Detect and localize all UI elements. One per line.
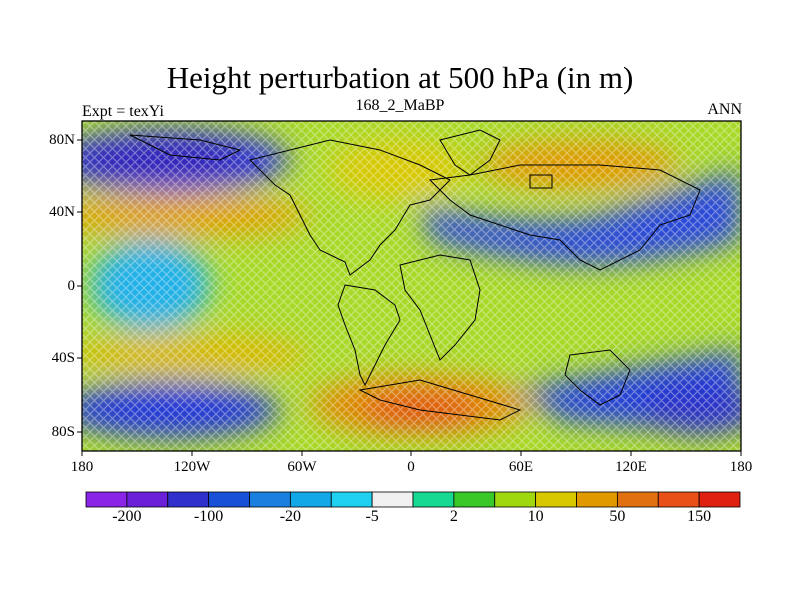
- run-label: 168_2_MaBP: [355, 97, 445, 114]
- coastline-north-america: [249, 139, 451, 276]
- height-field: [82, 121, 741, 451]
- coastline-arctic-islands: [129, 134, 242, 161]
- colorbar-box: [371, 491, 414, 508]
- map-ticks: [77, 139, 742, 456]
- colorbar-label: -100: [193, 508, 224, 525]
- hatch-overlay: [82, 121, 741, 451]
- experiment-label: Expt = texYi: [82, 103, 164, 120]
- colorbar-box: [535, 491, 577, 508]
- colorbar-box: [289, 491, 332, 508]
- lat-label-80s: 80S: [51, 424, 75, 440]
- colorbar-label: -200: [112, 508, 142, 525]
- colorbar-box: [494, 491, 537, 508]
- coastline-antarctica: [358, 379, 522, 421]
- lat-label-80n: 80N: [49, 132, 75, 148]
- coastline-greenland: [439, 129, 501, 176]
- colorbar-label: 10: [527, 508, 544, 525]
- colorbar-box: [657, 491, 700, 508]
- colorbar-box: [208, 491, 250, 508]
- colorbar-box: [167, 491, 210, 508]
- lat-label-40s: 40S: [51, 350, 75, 366]
- coastline-south-america: [337, 284, 401, 387]
- coastline-africa: [399, 254, 481, 361]
- lat-label-40n: 40N: [49, 204, 75, 220]
- map-title: Height perturbation at 500 hPa (in m): [166, 60, 634, 95]
- colorbar-box: [453, 491, 496, 508]
- coastlines: [129, 129, 701, 421]
- colorbar-label: 150: [687, 508, 712, 525]
- colorbar-box: [330, 491, 373, 508]
- colorbar-box: [576, 491, 618, 508]
- colorbar-box: [698, 491, 741, 508]
- colorbar-box: [85, 491, 128, 508]
- colorbar-box: [249, 491, 291, 508]
- coastline-australia: [564, 349, 631, 406]
- coastline-eurasia: [428, 164, 701, 271]
- colorbar-label: -20: [279, 508, 302, 525]
- lon-label-0: 0: [407, 459, 415, 475]
- lon-label-180e: 180: [729, 459, 753, 475]
- colorbar-label: 2: [449, 508, 458, 525]
- colorbar-box: [616, 491, 659, 508]
- colorbar-label: -5: [365, 508, 379, 525]
- colorbar-box: [126, 491, 169, 508]
- season-label: ANN: [707, 101, 742, 118]
- lon-label-120e: 120E: [615, 459, 647, 475]
- lon-label-60w: 60W: [287, 459, 317, 475]
- lat-label-0: 0: [67, 278, 76, 294]
- lon-label-120w: 120W: [173, 459, 211, 475]
- lon-label-60e: 60E: [508, 459, 534, 475]
- colorbar-box: [412, 491, 455, 508]
- colorbar-label: 50: [609, 508, 626, 525]
- lon-label-180w: 180: [70, 459, 94, 475]
